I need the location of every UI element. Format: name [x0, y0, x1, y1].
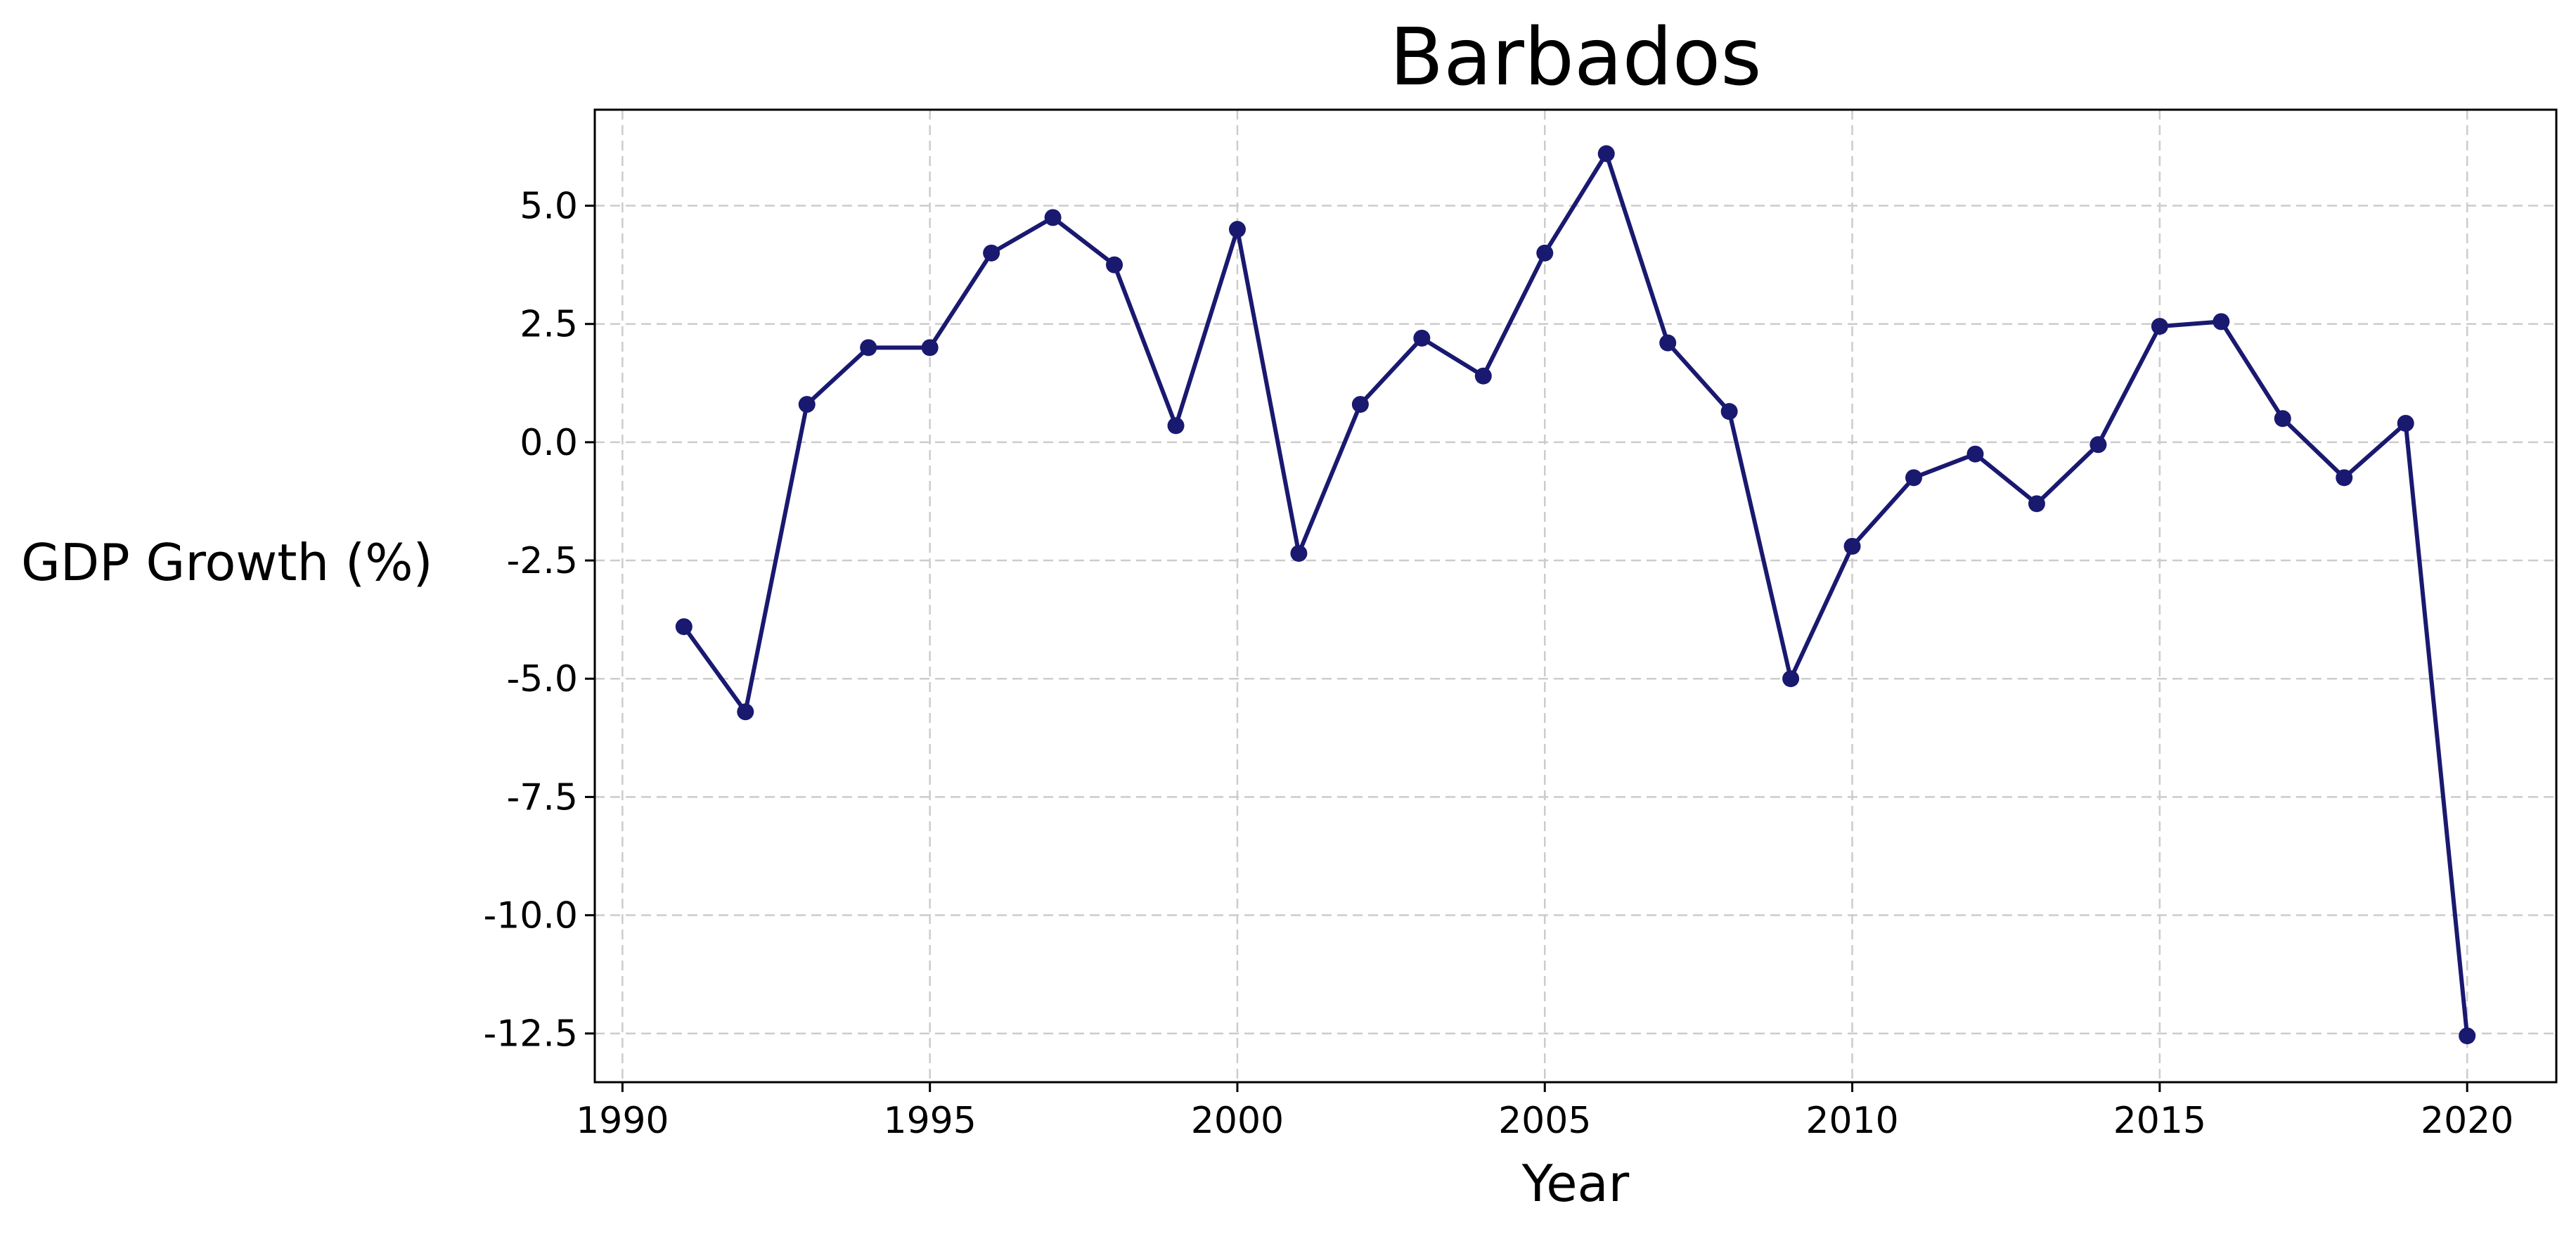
y-tick-label: -10.0: [483, 895, 578, 937]
plot-area-frame: [593, 108, 2558, 1084]
data-point: [2274, 410, 2291, 428]
data-point: [675, 618, 693, 636]
y-tick-label: 5.0: [520, 186, 578, 228]
grid-lines: [595, 110, 2556, 1082]
chart-title: Barbados: [1389, 12, 1761, 103]
y-tick-label: -12.5: [483, 1013, 578, 1055]
data-point: [1905, 469, 1923, 487]
data-point: [860, 339, 877, 357]
x-tick-label: 1990: [576, 1100, 669, 1142]
data-point: [2089, 436, 2107, 454]
axis-ticks: 1990 1995 2000 2005 2010 2015 2020 5.0 2.5 0.0 -2.…: [483, 186, 2513, 1142]
data-point: [1228, 221, 1246, 238]
data-point: [1044, 209, 1062, 226]
series-layer: [675, 145, 2476, 1045]
data-point: [2336, 469, 2353, 487]
data-point: [1843, 537, 1861, 555]
y-tick-label: -2.5: [507, 540, 578, 582]
y-axis-label: GDP Growth (%): [21, 533, 433, 592]
data-point: [1966, 445, 1984, 463]
x-tick-label: 2020: [2421, 1100, 2513, 1142]
x-tick-label: 2015: [2113, 1100, 2206, 1142]
data-point: [737, 703, 754, 721]
x-axis-label: Year: [1521, 1154, 1630, 1213]
data-point: [2213, 313, 2230, 330]
data-point: [1720, 403, 1738, 421]
data-point: [1659, 334, 1677, 352]
series-line: [681, 151, 2470, 1039]
data-point: [1106, 256, 1123, 274]
y-tick-label: -7.5: [507, 776, 578, 818]
data-point: [1351, 396, 1369, 413]
data-point: [1167, 417, 1185, 435]
data-point: [1474, 367, 1492, 385]
data-point: [2028, 495, 2045, 513]
x-tick-label: 2010: [1805, 1100, 1898, 1142]
data-point: [983, 244, 1000, 262]
data-point: [1413, 329, 1431, 347]
y-tick-label: 0.0: [520, 422, 578, 464]
x-tick-label: 2005: [1498, 1100, 1591, 1142]
data-point: [798, 396, 816, 413]
data-point: [2151, 318, 2168, 335]
data-point: [2397, 414, 2414, 432]
x-tick-label: 1995: [883, 1100, 976, 1142]
data-point: [1536, 244, 1554, 262]
data-point: [921, 339, 939, 357]
data-point: [1597, 145, 1615, 162]
x-tick-label: 2000: [1191, 1100, 1284, 1142]
y-tick-label: -5.0: [507, 658, 578, 700]
data-point: [1290, 544, 1308, 562]
data-point: [2459, 1027, 2476, 1045]
y-tick-label: 2.5: [520, 304, 578, 346]
data-point: [1782, 670, 1800, 688]
